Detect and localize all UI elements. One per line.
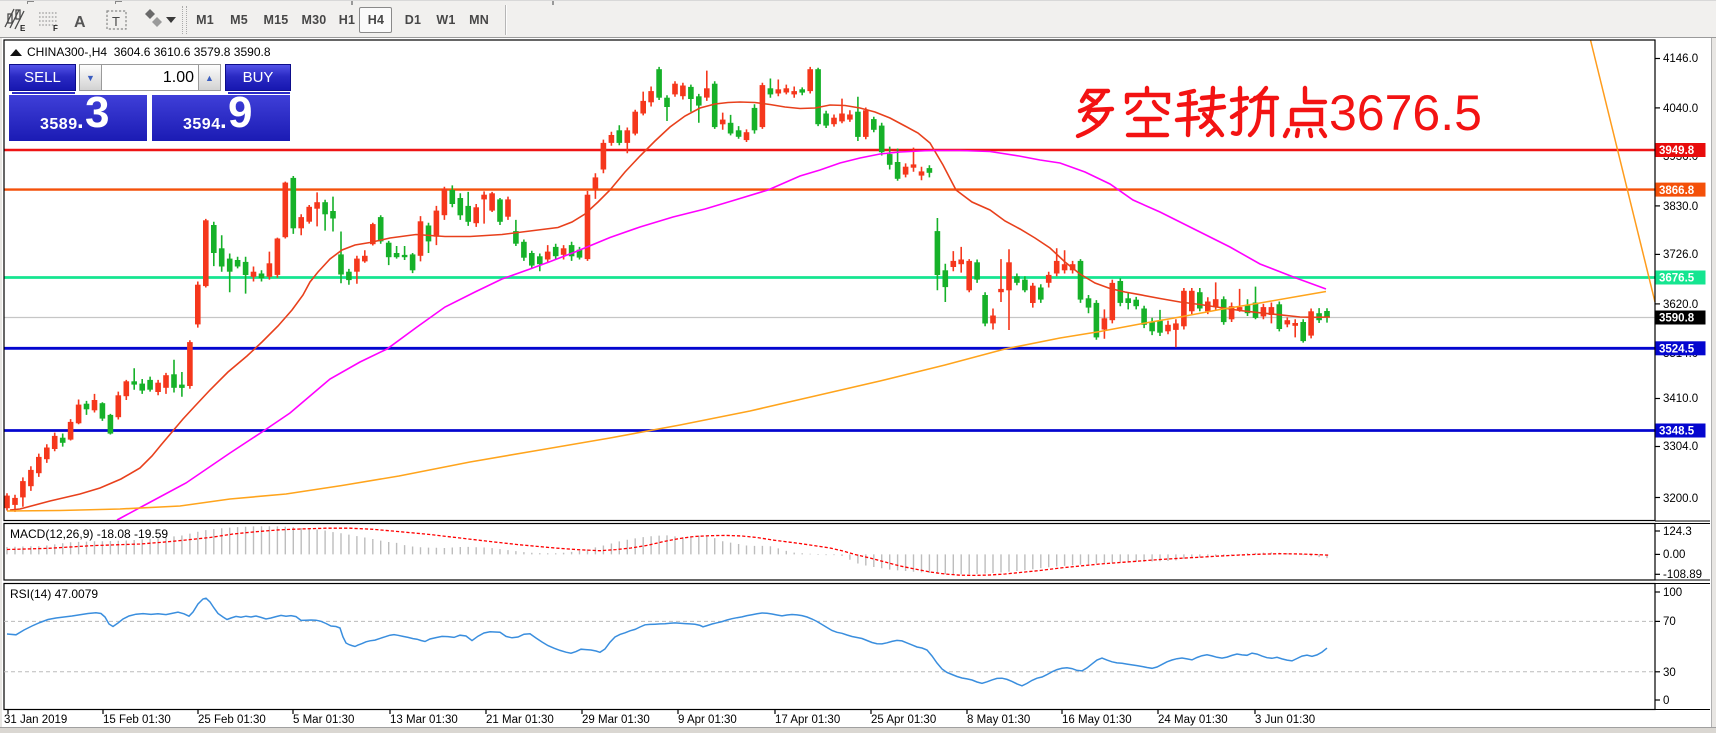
svg-text:F: F (53, 24, 58, 33)
svg-text:15 Feb 01:30: 15 Feb 01:30 (103, 714, 171, 726)
svg-text:3949.8: 3949.8 (1659, 145, 1695, 157)
svg-text:31 Jan 2019: 31 Jan 2019 (4, 714, 67, 726)
svg-text:8 May 01:30: 8 May 01:30 (967, 714, 1030, 726)
svg-text:0.00: 0.00 (1663, 549, 1685, 561)
svg-text:13 Mar 01:30: 13 Mar 01:30 (390, 714, 458, 726)
svg-text:25 Feb 01:30: 25 Feb 01:30 (198, 714, 266, 726)
svg-text:24 May 01:30: 24 May 01:30 (1158, 714, 1228, 726)
svg-text:3200.0: 3200.0 (1663, 493, 1698, 505)
svg-text:3620.0: 3620.0 (1663, 299, 1698, 311)
svg-text:3830.0: 3830.0 (1663, 201, 1698, 213)
svg-text:3524.5: 3524.5 (1659, 344, 1695, 356)
svg-text:5 Mar 01:30: 5 Mar 01:30 (293, 714, 354, 726)
svg-text:T: T (112, 14, 120, 29)
svg-text:-108.89: -108.89 (1663, 569, 1702, 581)
svg-text:25 Apr 01:30: 25 Apr 01:30 (871, 714, 936, 726)
svg-text:MACD(12,26,9) -18.08 -19.59: MACD(12,26,9) -18.08 -19.59 (10, 527, 168, 541)
svg-text:3590.8: 3590.8 (1659, 313, 1695, 325)
svg-text:A: A (74, 14, 86, 31)
svg-text:E: E (20, 24, 26, 33)
svg-text:CHINA300-,H4 3604.6 3610.6 35: CHINA300-,H4 3604.6 3610.6 3579.8 3590.8 (27, 45, 271, 59)
svg-text:21 Mar 01:30: 21 Mar 01:30 (486, 714, 554, 726)
svg-text:4040.0: 4040.0 (1663, 103, 1698, 115)
svg-text:17 Apr 01:30: 17 Apr 01:30 (775, 714, 840, 726)
svg-text:29 Mar 01:30: 29 Mar 01:30 (582, 714, 650, 726)
svg-text:3726.0: 3726.0 (1663, 249, 1698, 261)
svg-text:3348.5: 3348.5 (1659, 426, 1695, 438)
svg-text:3410.0: 3410.0 (1663, 393, 1698, 405)
svg-text:3304.0: 3304.0 (1663, 441, 1698, 453)
svg-text:9 Apr 01:30: 9 Apr 01:30 (678, 714, 737, 726)
svg-text:16 May 01:30: 16 May 01:30 (1062, 714, 1132, 726)
svg-text:4146.0: 4146.0 (1663, 53, 1698, 65)
svg-text:3 Jun 01:30: 3 Jun 01:30 (1255, 714, 1315, 726)
svg-text:30: 30 (1663, 667, 1676, 679)
svg-text:0: 0 (1663, 695, 1669, 707)
svg-text:RSI(14) 47.0079: RSI(14) 47.0079 (10, 587, 98, 601)
svg-text:70: 70 (1663, 616, 1676, 628)
svg-text:100: 100 (1663, 587, 1682, 599)
svg-text:3676.5: 3676.5 (1659, 273, 1695, 285)
svg-text:124.3: 124.3 (1663, 526, 1692, 538)
svg-text:3676.5: 3676.5 (1329, 85, 1482, 141)
svg-text:3866.8: 3866.8 (1659, 185, 1695, 197)
